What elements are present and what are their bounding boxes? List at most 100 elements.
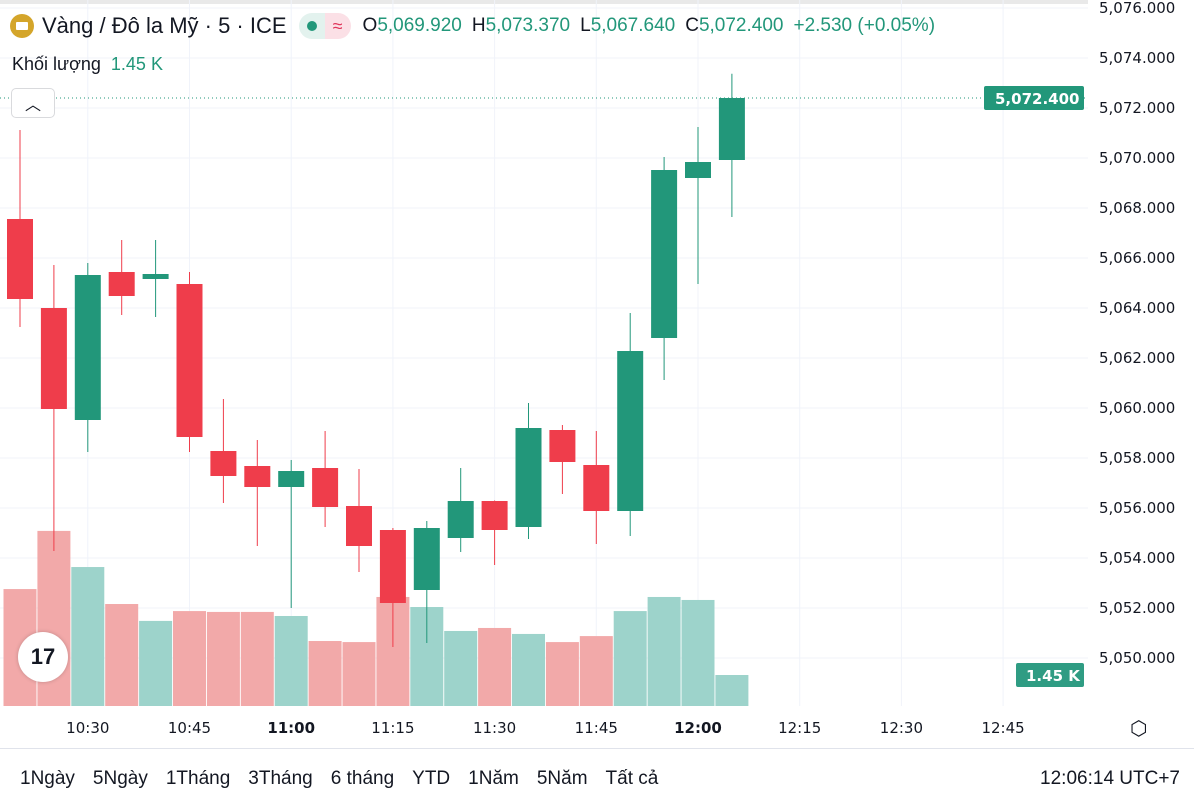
price-tick-label: 5,062.000: [1099, 349, 1175, 367]
price-tick-label: 5,068.000: [1099, 199, 1175, 217]
delayed-data-icon: ≈: [324, 13, 351, 39]
range-button-2[interactable]: 1Tháng: [165, 768, 231, 789]
price-tick-label: 5,060.000: [1099, 399, 1175, 417]
volume-bar: [173, 611, 206, 706]
high-value: H5,073.370: [471, 15, 571, 36]
price-tick-label: 5,052.000: [1099, 599, 1175, 617]
volume-bar: [512, 633, 545, 706]
candle-body: [413, 528, 440, 590]
symbol-legend: Vàng / Đô la Mỹ · 5 · ICE ≈ O5,069.920 H…: [10, 13, 935, 39]
candle-body: [176, 284, 203, 437]
grid: [0, 0, 1088, 706]
range-button-5[interactable]: YTD: [412, 768, 451, 789]
collapse-legend-button[interactable]: ︿: [11, 88, 55, 118]
candle-body: [40, 308, 67, 409]
volume-value: 1.45 K: [110, 54, 163, 74]
volume-bar: [206, 611, 240, 706]
price-tick-label: 5,054.000: [1099, 549, 1175, 567]
tradingview-logo[interactable]: 17: [18, 632, 68, 682]
time-tick-label: 11:00: [267, 719, 315, 737]
range-button-7[interactable]: 5Năm: [536, 768, 588, 789]
volume-legend[interactable]: Khối lượng 1.45 K: [12, 54, 163, 75]
price-tick-label: 5,070.000: [1099, 149, 1175, 167]
candles: [7, 73, 745, 647]
price-chart[interactable]: 5,050.000 5,052.000 5,054.000 5,056.000 5,05…: [0, 0, 1194, 748]
candle-body: [583, 465, 610, 511]
range-button-0[interactable]: 1Ngày: [20, 768, 75, 789]
time-tick-label: 11:30: [473, 719, 516, 737]
candle-body: [617, 351, 644, 511]
price-axis: 5,050.000 5,052.000 5,054.000 5,056.000 5,05…: [1088, 0, 1194, 748]
time-tick-label: 10:30: [66, 719, 109, 737]
range-button-3[interactable]: 3Tháng: [248, 768, 313, 789]
candle-body: [7, 219, 33, 299]
range-button-4[interactable]: 6 tháng: [330, 768, 395, 789]
volume-bar: [105, 604, 139, 706]
last-price-badge: [984, 86, 1084, 110]
volume-bar: [308, 641, 342, 706]
volume-bar: [444, 630, 478, 706]
time-tick-label: 11:45: [575, 719, 618, 737]
range-button-1[interactable]: 5Ngày: [92, 768, 148, 789]
candle-body: [481, 501, 508, 530]
price-tick-label: 5,072.000: [1099, 99, 1175, 117]
close-value: C5,072.400: [685, 15, 784, 36]
volume-bar: [681, 599, 715, 706]
candle-body: [278, 471, 305, 487]
price-tick-label: 5,074.000: [1099, 49, 1175, 67]
price-tick-label: 5,058.000: [1099, 449, 1175, 467]
open-value: O5,069.920: [362, 15, 462, 36]
volume-bar: [715, 675, 749, 706]
candle-body: [244, 466, 271, 487]
candle-body: [108, 272, 135, 296]
time-tick-label: 12:15: [778, 719, 821, 737]
volume-bar: [545, 642, 579, 706]
candle-body: [515, 428, 542, 527]
time-axis: 10:30 10:45 11:00 11:15 11:30 11:45 12:00 12:15…: [66, 719, 1025, 737]
range-button-8[interactable]: Tất cả: [605, 768, 659, 789]
price-axis-bg: [1088, 0, 1194, 748]
candle-body: [718, 98, 745, 160]
volume-bar: [274, 615, 308, 706]
last-price-marker: 5,072.400 1.45 K: [0, 86, 1088, 687]
symbol-title[interactable]: Vàng / Đô la Mỹ · 5 · ICE: [42, 13, 287, 38]
market-open-dot-icon: [298, 13, 325, 39]
time-tick-label: 10:45: [168, 719, 211, 737]
candle-body: [312, 468, 339, 507]
last-volume-label: 1.45 K: [1026, 667, 1081, 685]
clock[interactable]: 12:06:14 UTC+7: [1040, 768, 1180, 789]
volume-bar: [71, 567, 105, 706]
price-tick-label: 5,064.000: [1099, 299, 1175, 317]
volume-bar: [478, 627, 512, 706]
volume-bar: [240, 611, 274, 706]
volume-bar: [647, 596, 681, 706]
top-border: [0, 0, 1194, 4]
volume-bar: [342, 642, 376, 706]
time-tick-label: 12:30: [880, 719, 923, 737]
volume-bar: [613, 611, 647, 706]
low-value: L5,067.640: [580, 15, 676, 36]
time-tick-label: 12:00: [674, 719, 722, 737]
last-price-label: 5,072.400: [995, 90, 1079, 108]
time-tick-label: 11:15: [371, 719, 414, 737]
candle-body: [210, 451, 237, 476]
candle-body: [346, 506, 372, 546]
volume-bar: [139, 620, 173, 706]
candle-body: [379, 530, 406, 603]
last-volume-badge: [1016, 663, 1084, 687]
price-tick-label: 5,050.000: [1099, 649, 1175, 667]
range-buttons: 1Ngày 5Ngày 1Tháng 3Tháng 6 tháng YTD 1Năm 5Năm…: [20, 768, 658, 790]
price-tick-label: 5,066.000: [1099, 249, 1175, 267]
bottom-toolbar: 1Ngày 5Ngày 1Tháng 3Tháng 6 tháng YTD 1Năm 5Năm…: [0, 748, 1194, 807]
volume-bar: [579, 636, 613, 706]
candle-body: [142, 274, 169, 279]
range-button-6[interactable]: 1Năm: [468, 768, 519, 789]
candle-body: [651, 170, 678, 338]
gold-bars-icon: [10, 14, 34, 38]
candle-body: [74, 275, 101, 420]
candle-body: [685, 162, 711, 178]
candle-body: [549, 430, 576, 462]
market-status-pill[interactable]: ≈: [298, 13, 351, 39]
chart-settings-icon[interactable]: ⬡: [1130, 718, 1148, 740]
volume-label: Khối lượng: [12, 54, 101, 74]
